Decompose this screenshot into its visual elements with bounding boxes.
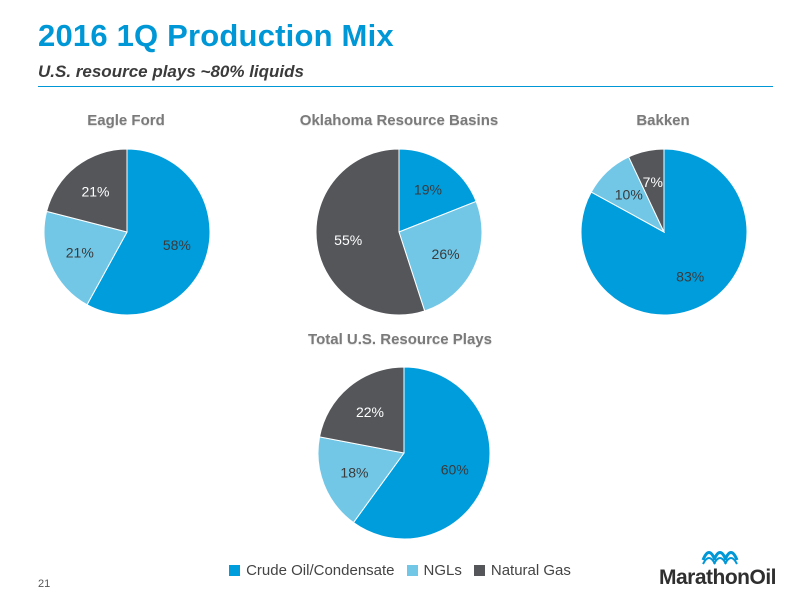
pie-slice-ngl <box>43 210 128 306</box>
page-title: 2016 1Q Production Mix <box>38 18 394 53</box>
legend-label-gas: Natural Gas <box>490 562 571 579</box>
data-label-ngl: 26% <box>432 246 460 262</box>
marathon-oil-logo: MarathonOil <box>636 548 777 592</box>
pie-chart-total: 60% 18% 22% <box>317 366 491 540</box>
pie-slice-crude <box>86 148 211 316</box>
data-label-crude: 58% <box>163 237 191 253</box>
pie-chart-eagle-ford: 58% 21% 21% <box>43 148 211 316</box>
pie-slice-ngl <box>317 436 405 524</box>
wave-logo-icon <box>701 551 739 565</box>
legend-swatch-ngl <box>406 565 418 576</box>
pie-chart-oklahoma: 19% 26% 55% <box>315 148 483 316</box>
pie-slice-gas <box>45 148 128 233</box>
data-label-ngl: 10% <box>615 186 643 202</box>
pie-slice-gas <box>627 148 665 233</box>
title-divider <box>38 86 773 87</box>
pie-slice-crude <box>398 148 477 233</box>
data-label-gas: 7% <box>643 174 663 190</box>
legend-label-crude: Crude Oil/Condensate <box>246 562 395 579</box>
pie-slice-crude <box>352 366 491 540</box>
chart-title-oklahoma: Oklahoma Resource Basins <box>299 112 499 129</box>
pie-slice-gas <box>318 366 405 454</box>
legend-swatch-crude <box>229 565 241 576</box>
page-subtitle: U.S. resource plays ~80% liquids <box>38 62 304 81</box>
data-label-gas: 22% <box>356 404 384 420</box>
pie-slice-ngl <box>398 200 483 312</box>
chart-legend: Crude Oil/Condensate NGLs Natural Gas <box>0 562 800 579</box>
data-label-gas: 21% <box>81 183 109 199</box>
logo-text: MarathonOil <box>658 566 777 589</box>
legend-item-ngl: NGLs <box>406 562 462 579</box>
page-number: 21 <box>38 578 51 590</box>
legend-item-crude: Crude Oil/Condensate <box>229 562 395 579</box>
chart-title-bakken: Bakken <box>636 112 690 129</box>
data-label-ngl: 18% <box>340 465 368 481</box>
chart-title-total: Total U.S. Resource Plays <box>308 331 492 348</box>
legend-swatch-gas <box>473 565 485 576</box>
data-label-gas: 55% <box>334 232 362 248</box>
legend-item-gas: Natural Gas <box>473 562 571 579</box>
data-label-crude: 19% <box>414 181 442 197</box>
legend-label-ngl: NGLs <box>423 562 462 579</box>
pie-chart-bakken: 83% 10%7% <box>580 148 748 316</box>
chart-title-eagle-ford: Eagle Ford <box>87 112 165 129</box>
data-label-ngl: 21% <box>66 244 94 260</box>
pie-slice-gas <box>315 148 426 316</box>
data-label-crude: 60% <box>441 461 469 477</box>
data-label-crude: 83% <box>676 268 704 284</box>
